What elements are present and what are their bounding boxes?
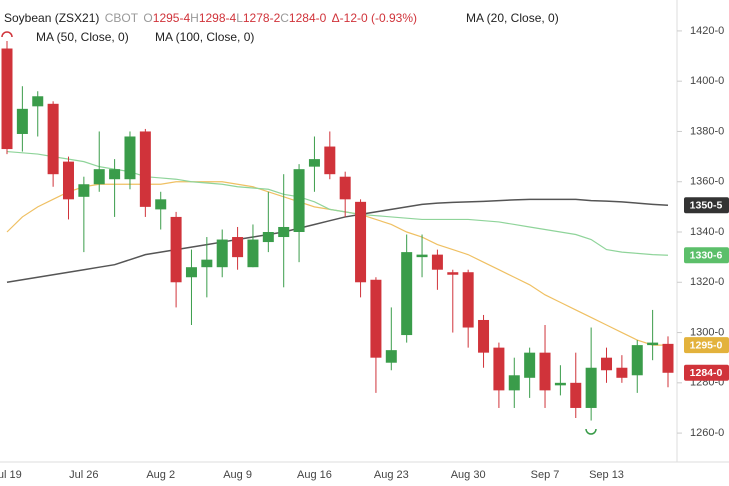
candle-body — [508, 375, 520, 391]
y-tick-label: 1340-0 — [690, 226, 724, 238]
candle-body — [93, 169, 105, 185]
moving-average-line — [6, 181, 668, 346]
candle-body — [401, 252, 413, 336]
candle-body — [78, 184, 90, 197]
legend-entry: MA (20, Close, 0) — [466, 11, 559, 25]
candle-body — [462, 272, 474, 328]
y-tick-label: 1260-0 — [690, 427, 724, 439]
change: Δ-12-0 (-0.93%) — [331, 11, 418, 25]
candle-body — [493, 347, 505, 391]
quote-value: 1295-4 — [152, 11, 191, 25]
candle-body — [62, 161, 74, 200]
candle-body — [155, 199, 167, 210]
candle-body — [631, 345, 643, 376]
candle-body — [216, 239, 228, 268]
candle-body — [1, 48, 13, 150]
candle-body — [32, 96, 44, 107]
candle-body — [16, 108, 28, 134]
candle-body — [201, 259, 213, 268]
candle-body — [662, 343, 674, 373]
high-marker — [1, 31, 13, 38]
legend-entry: MA (100, Close, 0) — [155, 30, 255, 44]
candle-body — [539, 352, 551, 391]
price-tag-label: 1330-6 — [690, 250, 723, 262]
quote-value: 1284-0 — [288, 11, 327, 25]
candle-body — [139, 131, 151, 207]
candle-body — [447, 272, 459, 275]
candle-body — [416, 254, 428, 258]
candle-body — [247, 239, 259, 268]
candle-body — [262, 232, 274, 243]
price-tag-label: 1295-0 — [690, 339, 723, 351]
price-tag-label: 1350-5 — [690, 200, 723, 212]
candle-body — [554, 382, 566, 386]
y-tick-label: 1400-0 — [690, 75, 724, 87]
y-tick-label: 1360-0 — [690, 176, 724, 188]
quote-header: Soybean (ZSX21) CBOT O1295-4H1298-4L1278… — [4, 11, 419, 25]
candle-body — [185, 267, 197, 278]
x-tick-label: Jul 26 — [69, 469, 98, 481]
candle-body — [293, 169, 305, 233]
x-tick-label: Sep 7 — [531, 469, 560, 481]
quote-label: O — [143, 11, 153, 25]
x-tick-label: Aug 2 — [146, 469, 175, 481]
y-tick-label: 1320-0 — [690, 276, 724, 288]
legend-entry: MA (50, Close, 0) — [36, 30, 129, 44]
candle-body — [524, 352, 536, 378]
candle-body — [170, 216, 182, 283]
quote-label: C — [280, 11, 289, 25]
candle-body — [124, 136, 136, 180]
candle-body — [109, 169, 121, 180]
candle-body — [232, 237, 244, 258]
quote: O1295-4H1298-4L1278-2C1284-0 — [143, 11, 326, 25]
price-tag — [684, 364, 729, 381]
candle-body — [647, 342, 659, 346]
candle-body — [308, 159, 320, 167]
quote-label: H — [190, 11, 199, 25]
price-tag — [684, 337, 729, 354]
quote-value: 1298-4 — [198, 11, 237, 25]
moving-average-line — [6, 150, 669, 256]
candle-body — [616, 367, 628, 378]
candle-body — [585, 367, 597, 408]
x-tick-label: Aug 30 — [451, 469, 486, 481]
candle-body — [278, 226, 290, 238]
price-tag-label: 1284-0 — [690, 367, 723, 379]
candle-body — [339, 176, 351, 200]
price-tag — [684, 197, 729, 214]
candle-body — [385, 350, 397, 363]
candle-body — [47, 103, 59, 175]
exchange: CBOT — [104, 11, 139, 25]
candle-body — [324, 146, 336, 175]
x-tick-label: Sep 13 — [589, 469, 624, 481]
x-tick-label: Aug 9 — [223, 469, 252, 481]
quote-value: 1278-2 — [242, 11, 281, 25]
y-tick-label: 1380-0 — [690, 125, 724, 137]
x-tick-label: Jul 19 — [0, 469, 22, 481]
quote-label: L — [236, 11, 243, 25]
y-tick-label: 1300-0 — [690, 326, 724, 338]
moving-average-line — [6, 198, 669, 284]
candle-body — [431, 254, 443, 270]
symbol: Soybean (ZSX21) — [4, 11, 100, 25]
low-marker — [585, 428, 597, 435]
y-tick-label: 1420-0 — [690, 25, 724, 37]
candle-body — [355, 201, 367, 283]
x-tick-label: Aug 23 — [374, 469, 409, 481]
candle-body — [601, 357, 613, 371]
candle-body — [478, 319, 490, 353]
candle-body — [570, 382, 582, 408]
price-tag — [684, 247, 729, 264]
candle-body — [370, 279, 382, 358]
x-tick-label: Aug 16 — [297, 469, 332, 481]
